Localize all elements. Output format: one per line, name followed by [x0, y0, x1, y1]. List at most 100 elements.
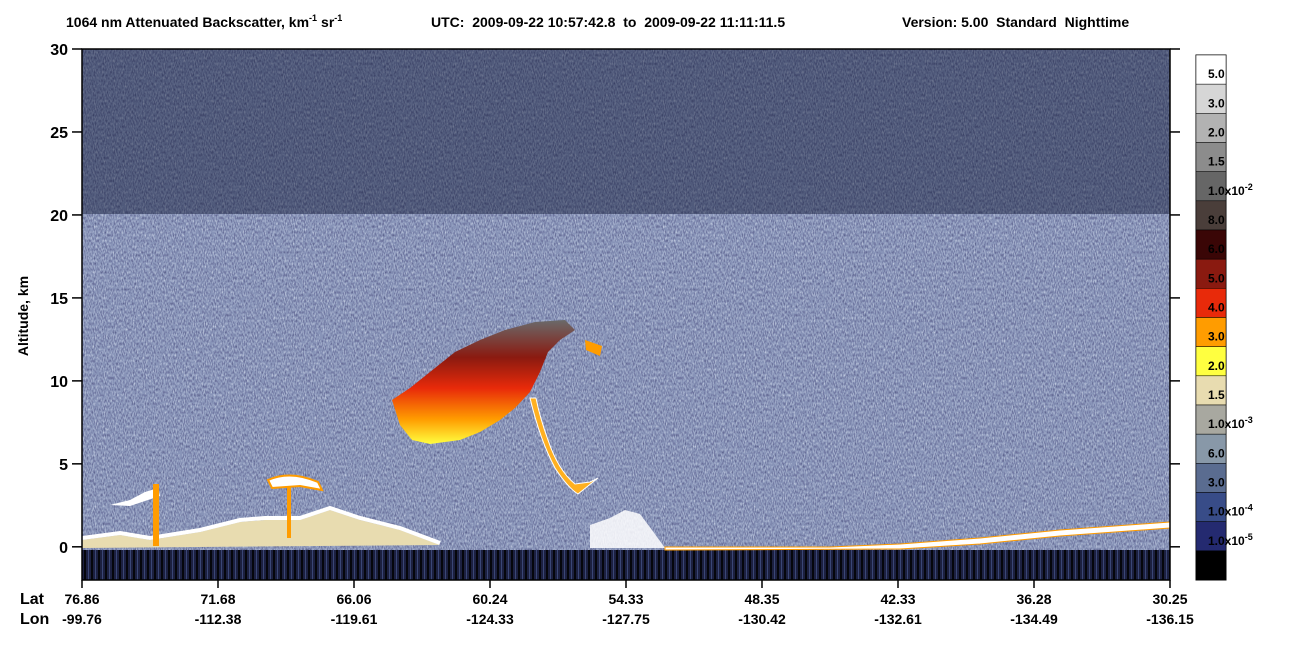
x-tick-label: 48.35	[744, 591, 779, 607]
colorbar-label: 1.5	[1208, 388, 1225, 402]
x-tick-label: 66.06	[336, 591, 371, 607]
colorbar-label-text: 3.0	[1208, 476, 1225, 490]
y-tick-label: 15	[50, 291, 68, 308]
colorbar-label-text: 2.0	[1208, 126, 1225, 140]
colorbar-swatch	[1195, 463, 1227, 493]
low-cloud	[287, 486, 291, 538]
cloud-arc	[529, 397, 599, 495]
title-version: Version: 5.00 Standard Nighttime	[902, 14, 1129, 30]
low-cloud	[590, 510, 665, 548]
colorbar-label: 1.0x10-3	[1208, 415, 1253, 431]
y-tick-label: 30	[50, 42, 68, 59]
colorbar-label-text: 1.5	[1208, 155, 1225, 169]
x-tick-label: -119.61	[331, 611, 378, 627]
colorbar-swatch	[1195, 229, 1227, 260]
colorbar-label-text: 5.0	[1208, 271, 1225, 285]
colorbar-label: 5.0	[1208, 67, 1225, 81]
colorbar-label-text: 4.0	[1208, 301, 1225, 315]
colorbar-swatch	[1195, 346, 1227, 377]
y-tick-label: 10	[50, 374, 68, 391]
upper-shade	[82, 49, 1170, 214]
colorbar-label-text: 1.0x10	[1208, 184, 1245, 198]
y-tick-label: 20	[50, 208, 68, 225]
x-tick-label: -130.42	[738, 611, 786, 627]
colorbar-label-text: 6.0	[1208, 446, 1225, 460]
colorbar-label-text: 3.0	[1208, 330, 1225, 344]
x-tick-label: 71.68	[200, 591, 235, 607]
colorbar-label: 8.0	[1208, 213, 1225, 227]
title-exp: -1	[334, 13, 342, 23]
title-unit: sr	[321, 14, 335, 30]
colorbar-label-exp: -4	[1245, 503, 1253, 513]
y-tick-label: 0	[59, 540, 68, 557]
colorbar-label-text: 5.0	[1208, 67, 1225, 81]
colorbar-swatch	[1195, 200, 1227, 231]
colorbar-label-text: 3.0	[1208, 96, 1225, 110]
cirrus-cloud	[392, 320, 575, 444]
x-tick-label: 42.33	[880, 591, 915, 607]
colorbar-swatch	[1195, 404, 1227, 435]
colorbar-swatch	[1195, 288, 1227, 318]
colorbar-label-exp: -5	[1245, 532, 1253, 542]
x-tick-label: 60.24	[472, 591, 507, 607]
colorbar-label-text: 1.0x10	[1208, 505, 1245, 519]
title: 1064 nm Attenuated Backscatter, km-1 sr-1	[66, 13, 342, 30]
y-axis-label: Altitude, km	[15, 276, 31, 356]
low-cloud	[82, 510, 440, 548]
colorbar-label-exp: -2	[1245, 182, 1253, 192]
colorbar-label-text: 2.0	[1208, 359, 1225, 373]
x-tick-label: -112.38	[195, 611, 242, 627]
low-cloud	[266, 474, 324, 492]
y-tick-label: 25	[50, 125, 68, 142]
x-tick-label: 36.28	[1016, 591, 1051, 607]
x-tick-label: -127.75	[602, 611, 650, 627]
colorbar-swatch	[1195, 113, 1227, 143]
colorbar-swatch	[1195, 142, 1227, 172]
colorbar-label: 1.0x10-4	[1208, 503, 1253, 519]
colorbar-swatch	[1195, 54, 1227, 85]
low-cloud-top	[82, 505, 441, 545]
curtain	[82, 49, 1170, 580]
x-row-label: Lon	[20, 611, 49, 628]
title-exp: -1	[309, 13, 317, 23]
colorbar-label-text: 1.0x10	[1208, 534, 1245, 548]
colorbar-label: 2.0	[1208, 126, 1225, 140]
colorbar-label-text: 1.0x10	[1208, 417, 1245, 431]
colorbar-label: 1.5	[1208, 155, 1225, 169]
x-tick-label: 76.86	[64, 591, 99, 607]
x-tick-label: -136.15	[1146, 611, 1194, 627]
x-tick-label: 30.25	[1152, 591, 1187, 607]
colorbar-swatch	[1195, 375, 1227, 406]
y-tick-label: 5	[59, 457, 68, 474]
colorbar-label-text: 6.0	[1208, 242, 1225, 256]
colorbar-label: 3.0	[1208, 476, 1225, 490]
colorbar-label: 6.0	[1208, 242, 1225, 256]
title-time: UTC: 2009-09-22 10:57:42.8 to 2009-09-22…	[431, 14, 785, 30]
colorbar-label-text: 8.0	[1208, 213, 1225, 227]
colorbar-swatch	[1195, 550, 1227, 581]
x-tick-label: -99.76	[62, 611, 102, 627]
x-tick-label: -134.49	[1010, 611, 1058, 627]
colorbar-swatch	[1195, 258, 1227, 289]
colorbar-label: 5.0	[1208, 271, 1225, 285]
x-tick-label: -124.33	[466, 611, 514, 627]
x-row-label: Lat	[20, 591, 45, 608]
background-noise	[82, 49, 1170, 580]
colorbar-label: 3.0	[1208, 330, 1225, 344]
colorbar-swatch	[1195, 433, 1227, 464]
colorbar-label: 1.0x10-5	[1208, 532, 1253, 548]
colorbar-label: 6.0	[1208, 446, 1225, 460]
colorbar-label: 1.0x10-2	[1208, 182, 1253, 198]
colorbar-swatch	[1195, 171, 1227, 202]
title-quantity: 1064 nm Attenuated Backscatter, km	[66, 14, 309, 30]
x-tick-label: 54.33	[608, 591, 643, 607]
colorbar-label: 2.0	[1208, 359, 1225, 373]
colorbar-label: 4.0	[1208, 301, 1225, 315]
colorbar-swatch	[1195, 83, 1227, 114]
low-cloud	[153, 484, 159, 546]
cloud-fragment	[585, 340, 602, 356]
colorbar-label: 3.0	[1208, 96, 1225, 110]
colorbar-label-text: 1.5	[1208, 388, 1225, 402]
colorbar-swatch	[1195, 521, 1227, 552]
subsurface	[82, 550, 1170, 580]
